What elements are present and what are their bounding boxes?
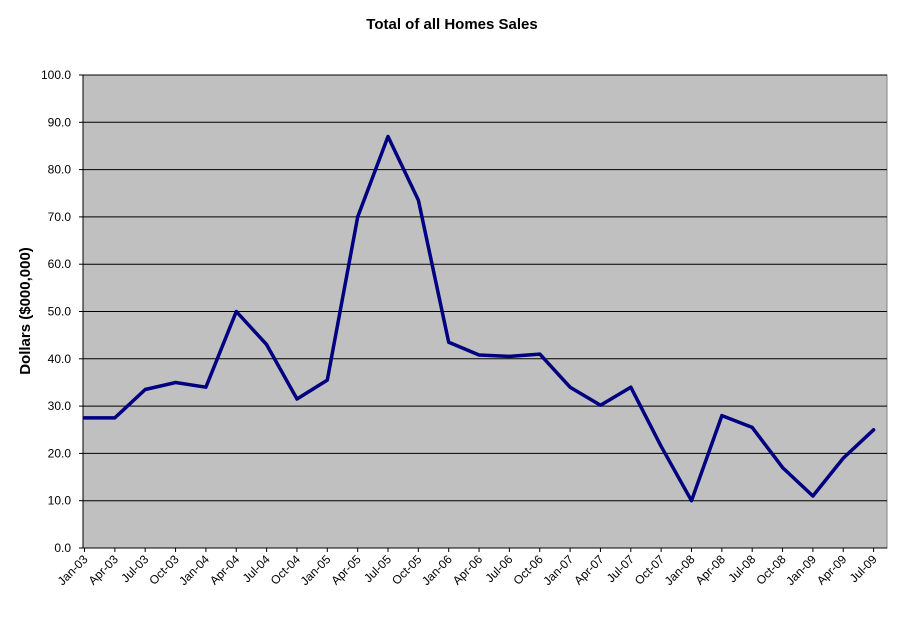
x-tick-label: Jan-08 [662,552,698,588]
data-point [174,380,178,384]
chart-title: Total of all Homes Sales [366,16,537,33]
data-point [750,425,754,429]
series-group [82,134,876,503]
data-point [477,353,481,357]
axes [82,75,887,549]
x-tick-label: Apr-07 [571,552,607,588]
y-tick-label: 30.0 [48,399,72,413]
x-tick-label: Oct-03 [146,552,182,588]
data-point [295,397,299,401]
x-tick-label: Jul-09 [847,552,880,585]
x-tick-label: Jan-04 [176,552,212,588]
x-tick-label: Jul-03 [118,552,151,585]
data-point [83,416,86,420]
y-axis-ticks: 0.0 10.0 20.0 30.0 40.0 50.0 60.0 70.0 80.0 90.0 1… [41,68,83,555]
x-tick-label: Oct-05 [389,552,425,588]
data-point [811,494,815,498]
x-tick-label: Jan-07 [540,552,576,588]
data-point [204,385,208,389]
x-tick-label: Jul-08 [725,552,758,585]
x-tick-label: Oct-08 [753,552,789,588]
data-point [325,378,329,382]
y-tick-label: 100.0 [41,68,71,82]
data-point [841,456,845,460]
y-axis-label: Dollars ($000,000) [17,247,34,375]
x-tick-label: Jan-06 [419,552,455,588]
y-tick-label: 20.0 [48,446,72,460]
x-tick-label: Jul-06 [483,552,516,585]
x-tick-label: Apr-04 [207,552,243,588]
x-tick-label: Oct-06 [511,552,547,588]
data-point [234,310,238,313]
data-point [447,340,451,344]
data-point [538,352,542,356]
x-tick-label: Apr-03 [86,552,122,588]
y-tick-label: 50.0 [48,305,72,319]
data-point [690,499,693,503]
x-axis-ticks: Jan-03Apr-03Jul-03Oct-03Jan-04Apr-04Jul-… [55,548,880,588]
data-point [507,354,511,358]
x-tick-label: Apr-05 [328,552,364,588]
x-tick-label: Jan-09 [783,552,819,588]
gridlines [83,74,887,502]
data-point [781,466,785,470]
x-tick-label: Jul-04 [240,552,273,585]
data-point [598,403,602,407]
y-tick-label: 90.0 [48,115,72,129]
data-point [265,343,269,347]
x-tick-label: Jul-05 [361,552,394,585]
data-point [629,385,633,389]
y-tick-label: 0.0 [54,541,71,555]
data-point [659,444,663,448]
data-point [143,388,147,392]
x-tick-label: Oct-04 [268,552,304,588]
y-tick-label: 60.0 [48,257,72,271]
y-tick-label: 80.0 [48,163,72,177]
x-tick-label: Jul-07 [604,552,637,585]
data-point [386,134,390,138]
data-point [568,385,572,389]
x-tick-label: Apr-08 [693,552,729,588]
data-point [356,215,360,219]
y-tick-label: 70.0 [48,210,72,224]
x-tick-label: Oct-07 [632,552,668,588]
x-tick-label: Apr-09 [814,552,850,588]
x-tick-label: Jan-05 [298,552,334,588]
x-tick-label: Apr-06 [450,552,486,588]
x-tick-label: Jan-03 [55,552,91,588]
data-point [113,416,117,420]
y-tick-label: 40.0 [48,352,72,366]
data-point [872,428,876,432]
y-tick-label: 10.0 [48,494,72,508]
data-point [416,198,420,202]
data-point [720,414,724,418]
